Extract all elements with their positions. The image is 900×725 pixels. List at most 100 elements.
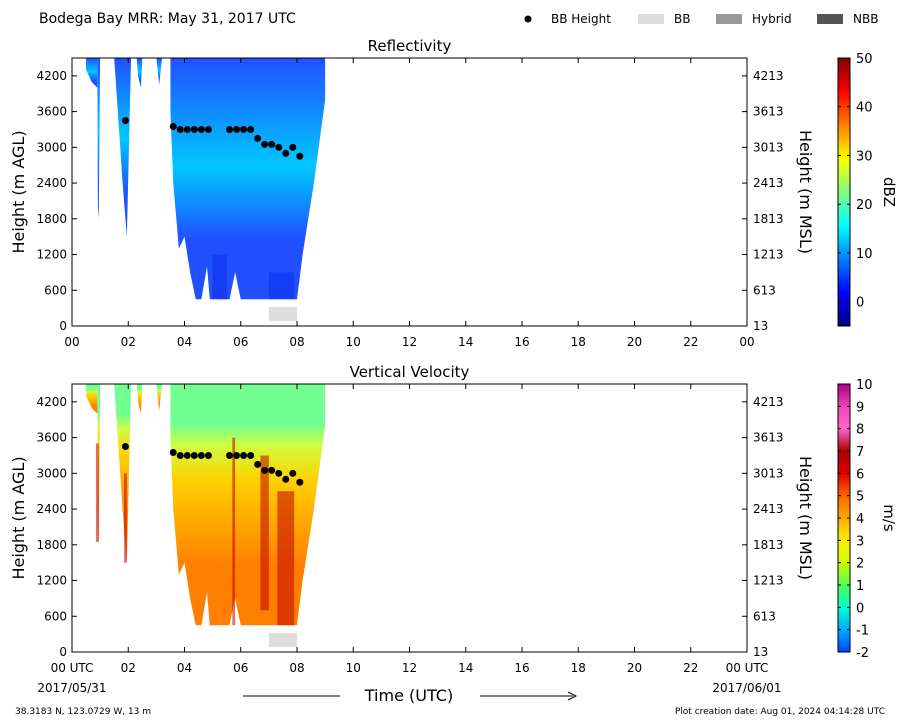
x-tick-label: 08: [289, 661, 304, 675]
bb-height-point: [254, 460, 262, 468]
y-tick-label-right: 3013: [753, 140, 784, 154]
colorbar-tick-label: 20: [856, 198, 873, 213]
y-tick-label-right: 3613: [753, 431, 784, 445]
bb-height-point: [247, 125, 255, 133]
y-tick-label-right: 2413: [753, 502, 784, 516]
bb-height-point: [233, 125, 241, 133]
velocity-streak: [95, 443, 99, 542]
colorbar-tick-label: 40: [856, 101, 873, 116]
x-tick-label: 14: [458, 335, 473, 349]
y-axis-label-right: Height (m MSL): [796, 456, 815, 580]
colorbar-tick-label: 3: [856, 534, 864, 549]
y-tick-label-right: 1813: [753, 212, 784, 226]
bb-height-point: [268, 140, 276, 148]
echo-low-region: [212, 254, 227, 300]
colorbar-tick-label: 0: [856, 296, 864, 311]
y-tick-label-left: 2400: [36, 502, 67, 516]
x-tick-label: 20: [627, 661, 642, 675]
legend-label: Hybrid: [752, 12, 792, 26]
echo-streak: [114, 58, 132, 237]
bb-height-point: [296, 152, 304, 160]
x-tick-label: 12: [402, 661, 417, 675]
velocity-streak: [124, 473, 127, 563]
y-axis-label-right: Height (m MSL): [796, 130, 815, 254]
bb-height-point: [233, 451, 241, 459]
colorbar-tick-label: 2: [856, 557, 864, 572]
x-tick-label: 02: [121, 335, 136, 349]
legend-swatch: [817, 14, 843, 24]
y-tick-label-right: 4213: [753, 69, 784, 83]
bb-height-point: [296, 478, 304, 486]
colorbar-tick-label: 0: [856, 601, 864, 616]
bb-height-point: [247, 451, 255, 459]
bb-height-point: [240, 451, 248, 459]
echo-main-block: [170, 58, 326, 300]
x-tick-label: 00 UTC: [726, 661, 769, 675]
x-tick-label: 08: [289, 335, 304, 349]
echo-main-block: [170, 384, 326, 626]
y-tick-label-left: 4200: [36, 395, 67, 409]
colorbar-tick-label: 6: [856, 467, 864, 482]
x-tick-label: 00 UTC: [51, 661, 94, 675]
y-tick-label-right: 1213: [753, 574, 784, 588]
colorbar-tick-label: 50: [856, 52, 873, 67]
bb-height-point: [226, 451, 233, 459]
x-tick-label: 20: [627, 335, 642, 349]
x-tick-label: 14: [458, 661, 473, 675]
x-tick-label: 04: [177, 661, 192, 675]
y-tick-label-left: 4200: [36, 69, 67, 83]
y-tick-label-left: 1200: [36, 574, 67, 588]
x-tick-label: 00: [64, 335, 79, 349]
legend: BB Height BB Hybrid NBB: [524, 12, 878, 26]
x-tick-label: 16: [514, 661, 529, 675]
echo-streak: [136, 58, 143, 88]
y-tick-label-right: 613: [753, 283, 776, 297]
bb-height-point: [240, 125, 248, 133]
y-tick-label-right: 13: [753, 645, 768, 659]
bb-height-point: [176, 125, 184, 133]
y-tick-label-left: 3600: [36, 431, 67, 445]
bb-height-point: [226, 125, 233, 133]
bb-height-point: [197, 451, 205, 459]
colorbar-label: dBZ: [880, 177, 898, 207]
y-tick-label-left: 2400: [36, 176, 67, 190]
echo-streak: [156, 384, 162, 411]
y-tick-label-left: 600: [44, 609, 67, 623]
colorbar-tick-label: 10: [856, 247, 873, 262]
bb-height-point: [289, 143, 297, 151]
echo-low-region: [268, 272, 295, 300]
bb-height-point: [197, 125, 205, 133]
y-tick-label-left: 1200: [36, 248, 67, 262]
panel-title: Reflectivity: [368, 37, 452, 55]
colorbar-label: m/s: [880, 504, 898, 532]
colorbar-tick-label: -1: [856, 624, 869, 639]
bb-height-point: [121, 443, 129, 451]
echo-streak: [156, 58, 162, 85]
y-tick-label-right: 1213: [753, 248, 784, 262]
bb-height-point: [204, 451, 212, 459]
start-date: 2017/05/31: [37, 681, 106, 695]
panel-title: Vertical Velocity: [350, 363, 470, 381]
plot-title: Bodega Bay MRR: May 31, 2017 UTC: [39, 11, 296, 27]
bb-height-point: [190, 125, 198, 133]
x-tick-label: 18: [571, 661, 586, 675]
bb-height-point: [190, 451, 198, 459]
y-tick-label-left: 1800: [36, 212, 67, 226]
legend-label: NBB: [853, 12, 878, 26]
legend-label: BB Height: [551, 12, 611, 26]
bb-height-point: [282, 149, 290, 157]
y-tick-label-left: 0: [59, 645, 67, 659]
colorbar-tick-label: 1: [856, 579, 864, 594]
x-tick-label: 10: [346, 335, 361, 349]
legend-label: BB: [674, 12, 690, 26]
x-tick-label: 06: [233, 335, 248, 349]
x-axis-label: Time (UTC): [364, 686, 453, 705]
bb-height-point: [275, 469, 283, 477]
echo-streak: [86, 58, 98, 88]
bb-height-point: [183, 125, 191, 133]
bb-height-point: [261, 466, 269, 474]
bb-height-point: [275, 143, 283, 151]
